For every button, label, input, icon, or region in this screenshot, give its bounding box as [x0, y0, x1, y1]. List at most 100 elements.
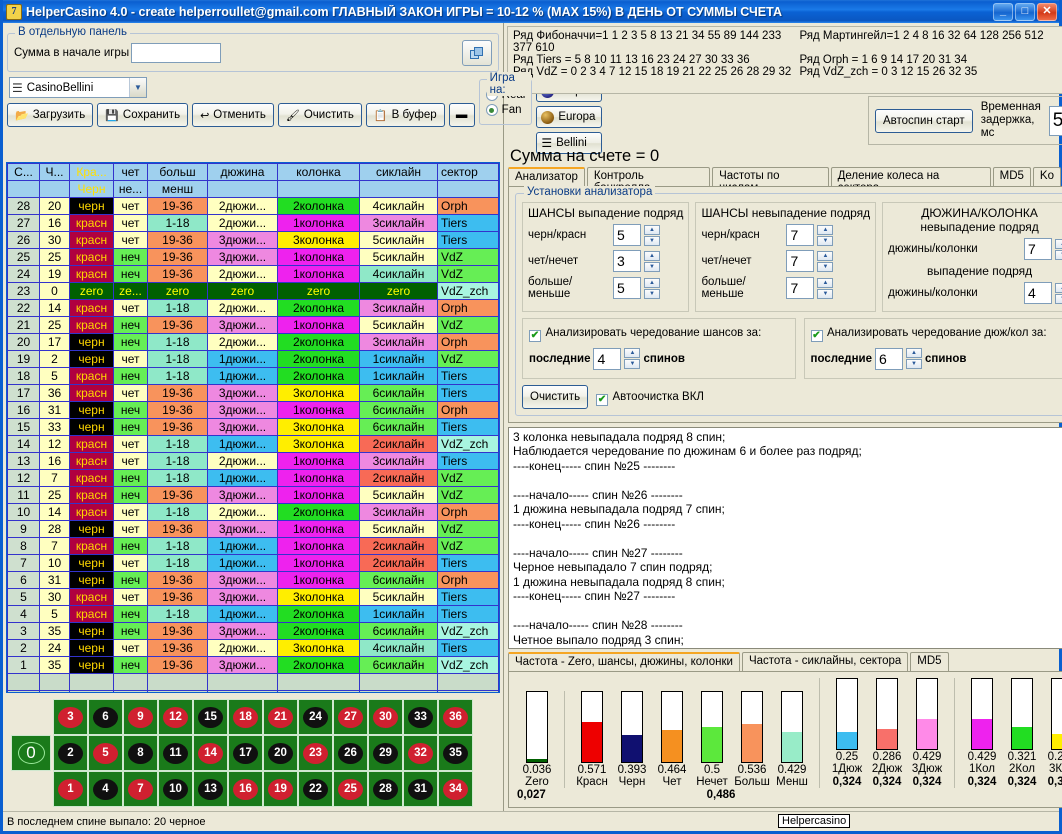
- board-cell-24[interactable]: 24: [298, 699, 333, 735]
- up-icon[interactable]: ▲: [817, 224, 834, 235]
- freq-tab-1[interactable]: Частота - сиклайны, сектора: [741, 652, 909, 671]
- table-row[interactable]: 11 25 красн неч 19-36 3дюжи... 1колонка 5сиклай…: [7, 486, 499, 504]
- board-cell-12[interactable]: 12: [158, 699, 193, 735]
- table-row[interactable]: 3 35 черн неч 19-36 3дюжи... 2колонка 6сиклайн V…: [7, 622, 499, 640]
- chance-miss-value-2[interactable]: 7: [786, 277, 815, 299]
- tab-2[interactable]: Частоты по числам: [712, 167, 829, 194]
- chance-miss-spin-0[interactable]: ▲ ▼: [817, 224, 834, 246]
- board-cell-22[interactable]: 22: [298, 771, 333, 807]
- board-cell-33[interactable]: 33: [403, 699, 438, 735]
- autoclear-row[interactable]: ✔ Автоочистка ВКЛ: [596, 387, 704, 406]
- th-sector[interactable]: сектор: [437, 163, 499, 181]
- down-icon[interactable]: ▼: [624, 359, 641, 369]
- board-cell-18[interactable]: 18: [228, 699, 263, 735]
- up-icon[interactable]: ▲: [644, 250, 660, 261]
- close-button[interactable]: ✕: [1037, 2, 1057, 21]
- board-cell-1[interactable]: 1: [53, 771, 88, 807]
- board-cell-19[interactable]: 19: [263, 771, 298, 807]
- down-icon[interactable]: ▼: [644, 235, 660, 246]
- table-row[interactable]: 4 5 красн неч 1-18 1дюжи... 2колонка 1сиклайн Ti…: [7, 605, 499, 623]
- board-cell-5[interactable]: 5: [88, 735, 123, 771]
- table-row[interactable]: 9 28 черн чет 19-36 3дюжи... 1колонка 5сиклайн V…: [7, 520, 499, 538]
- down-icon[interactable]: ▼: [817, 235, 834, 246]
- table-row[interactable]: 6 31 черн неч 19-36 3дюжи... 1колонка 6сиклайн O…: [7, 571, 499, 589]
- tab-3[interactable]: Деление колеса на сектора: [830, 167, 991, 194]
- table-row[interactable]: 13 16 красн чет 1-18 2дюжи... 1колонка 3сиклайн…: [7, 452, 499, 470]
- tab-0[interactable]: Анализатор: [508, 167, 585, 186]
- bellini-button[interactable]: ☰ Bellini: [536, 132, 603, 154]
- tab-4[interactable]: MD5: [992, 167, 1031, 186]
- table-row[interactable]: 16 31 черн неч 19-36 3дюжи... 1колонка 6сиклайн…: [7, 401, 499, 419]
- europa-button[interactable]: Europa: [536, 106, 603, 128]
- table-row[interactable]: 18 5 красн неч 1-18 1дюжи... 2колонка 1сиклайн T…: [7, 367, 499, 385]
- up-icon[interactable]: ▲: [1055, 282, 1062, 293]
- dozen-column-spin-1[interactable]: ▲▼: [1055, 238, 1062, 260]
- board-cell-26[interactable]: 26: [333, 735, 368, 771]
- taskbar-chip[interactable]: Helpercasino: [778, 814, 851, 828]
- table-row-empty[interactable]: [7, 690, 499, 692]
- minimize-button[interactable]: _: [993, 2, 1013, 21]
- up-icon[interactable]: ▲: [1055, 238, 1062, 249]
- board-cell-28[interactable]: 28: [368, 771, 403, 807]
- table-row[interactable]: 14 12 красн чет 1-18 1дюжи... 3колонка 2сиклайн…: [7, 435, 499, 453]
- board-cell-25[interactable]: 25: [333, 771, 368, 807]
- board-cell-8[interactable]: 8: [123, 735, 158, 771]
- th-spin[interactable]: С...: [7, 163, 40, 181]
- dozen-column-value-1[interactable]: 7: [1024, 238, 1052, 260]
- up-icon[interactable]: ▲: [644, 224, 660, 235]
- down-icon[interactable]: ▼: [905, 359, 922, 369]
- load-button[interactable]: 📂 Загрузить: [7, 103, 94, 127]
- table-row[interactable]: 27 16 красн чет 1-18 2дюжи... 1колонка 3сиклайн…: [7, 214, 499, 232]
- table-row[interactable]: 17 36 красн чет 19-36 3дюжи... 3колонка 6сиклай…: [7, 384, 499, 402]
- chance-miss-value-0[interactable]: 7: [786, 224, 815, 246]
- th-red[interactable]: Кра...: [69, 163, 114, 181]
- board-cell-2[interactable]: 2: [53, 735, 88, 771]
- freq-tab-0[interactable]: Частота - Zero, шансы, дюжины, колонки: [508, 652, 740, 671]
- th-dozen[interactable]: дюжина: [207, 163, 278, 181]
- chance-hit-value-0[interactable]: 5: [613, 224, 641, 246]
- table-row[interactable]: 7 10 черн чет 1-18 1дюжи... 1колонка 2сиклайн Ti…: [7, 554, 499, 572]
- table-row[interactable]: 25 25 красн неч 19-36 3дюжи... 1колонка 5сиклай…: [7, 248, 499, 266]
- table-row[interactable]: 15 33 черн неч 19-36 3дюжи... 3колонка 6сиклайн…: [7, 418, 499, 436]
- alt-dozen-check-row[interactable]: ✔ Анализировать чередование дюж/кол за:: [810, 323, 1062, 342]
- down-icon[interactable]: ▼: [817, 288, 834, 299]
- table-row[interactable]: 19 2 черн чет 1-18 1дюжи... 2колонка 1сиклайн Vd…: [7, 350, 499, 368]
- board-cell-35[interactable]: 35: [438, 735, 473, 771]
- th-number[interactable]: Ч...: [39, 163, 70, 181]
- alt-chance-check-row[interactable]: ✔ Анализировать чередование шансов за:: [529, 323, 789, 342]
- chance-hit-spin-2[interactable]: ▲ ▼: [644, 277, 660, 299]
- alt-chance-spinner[interactable]: ▲ ▼: [624, 348, 641, 369]
- up-icon[interactable]: ▲: [624, 348, 641, 358]
- maximize-button[interactable]: □: [1015, 2, 1035, 21]
- board-cell-36[interactable]: 36: [438, 699, 473, 735]
- spins-table-wrapper[interactable]: С... Ч... Кра... чет больш дюжина колонк…: [6, 162, 500, 693]
- board-cell-20[interactable]: 20: [263, 735, 298, 771]
- board-cell-13[interactable]: 13: [193, 771, 228, 807]
- board-cell-6[interactable]: 6: [88, 699, 123, 735]
- board-cell-11[interactable]: 11: [158, 735, 193, 771]
- dozen-column-value-2[interactable]: 4: [1024, 282, 1052, 304]
- th-sixline[interactable]: сиклайн: [359, 163, 438, 181]
- freq-tab-2[interactable]: MD5: [910, 652, 949, 671]
- table-row[interactable]: 26 30 красн чет 19-36 3дюжи... 3колонка 5сиклай…: [7, 231, 499, 249]
- board-cell-16[interactable]: 16: [228, 771, 263, 807]
- board-cell-21[interactable]: 21: [263, 699, 298, 735]
- board-cell-14[interactable]: 14: [193, 735, 228, 771]
- board-cell-23[interactable]: 23: [298, 735, 333, 771]
- autoclear-checkbox[interactable]: ✔: [596, 393, 609, 406]
- board-cell-zero[interactable]: 0: [11, 735, 51, 771]
- clear-button[interactable]: 🖌 Очистить: [277, 103, 362, 127]
- detach-panel-button[interactable]: [462, 40, 492, 66]
- chance-miss-spin-2[interactable]: ▲ ▼: [817, 277, 834, 299]
- table-row[interactable]: 20 17 черн неч 1-18 2дюжи... 2колонка 3сиклайн O…: [7, 333, 499, 351]
- chance-hit-spin-0[interactable]: ▲ ▼: [644, 224, 660, 246]
- up-icon[interactable]: ▲: [905, 348, 922, 358]
- casino-select[interactable]: ☰ CasinoBellini ▼: [9, 77, 147, 98]
- tab-1[interactable]: Контроль банкролла: [586, 167, 711, 194]
- th-high[interactable]: больш: [147, 163, 208, 181]
- board-cell-17[interactable]: 17: [228, 735, 263, 771]
- chance-hit-spin-1[interactable]: ▲ ▼: [644, 250, 660, 272]
- board-cell-15[interactable]: 15: [193, 699, 228, 735]
- table-row[interactable]: 1 35 черн неч 19-36 3дюжи... 2колонка 6сиклайн V…: [7, 656, 499, 674]
- table-row[interactable]: 24 19 красн неч 19-36 2дюжи... 1колонка 4сиклай…: [7, 265, 499, 283]
